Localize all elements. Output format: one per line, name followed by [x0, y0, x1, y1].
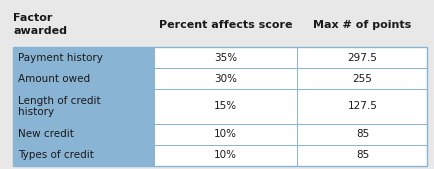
Bar	[154, 68, 297, 89]
Bar	[297, 145, 427, 166]
Bar	[13, 89, 154, 124]
Bar	[13, 68, 154, 89]
Text: Length of credit
history: Length of credit history	[18, 96, 101, 117]
Bar	[154, 124, 297, 145]
Text: 15%: 15%	[214, 101, 237, 112]
Text: 35%: 35%	[214, 53, 237, 63]
Text: 297.5: 297.5	[348, 53, 377, 63]
Text: 85: 85	[356, 129, 369, 139]
Text: Max # of points: Max # of points	[313, 19, 411, 30]
Text: 127.5: 127.5	[348, 101, 377, 112]
Text: Payment history: Payment history	[18, 53, 103, 63]
Text: Percent affects score: Percent affects score	[159, 19, 293, 30]
Text: Factor
awarded: Factor awarded	[13, 13, 67, 36]
Bar	[297, 68, 427, 89]
Text: 10%: 10%	[214, 129, 237, 139]
Bar	[297, 89, 427, 124]
Text: 30%: 30%	[214, 74, 237, 84]
Text: 255: 255	[352, 74, 372, 84]
Bar	[13, 145, 154, 166]
Bar	[154, 47, 297, 68]
Text: Types of credit: Types of credit	[18, 150, 94, 160]
Bar	[297, 47, 427, 68]
Bar	[13, 47, 154, 68]
Bar	[13, 124, 154, 145]
Text: Amount owed: Amount owed	[18, 74, 90, 84]
Bar	[13, 47, 427, 166]
Text: 85: 85	[356, 150, 369, 160]
Bar	[154, 145, 297, 166]
Text: 10%: 10%	[214, 150, 237, 160]
Text: New credit: New credit	[18, 129, 74, 139]
Bar	[154, 89, 297, 124]
Bar	[297, 124, 427, 145]
